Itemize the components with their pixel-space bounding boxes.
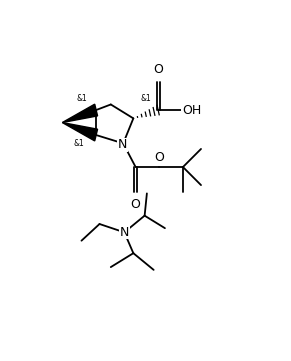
Text: &1: &1	[140, 94, 151, 103]
Text: O: O	[131, 198, 141, 211]
Text: &1: &1	[74, 139, 85, 148]
Polygon shape	[62, 104, 97, 122]
Polygon shape	[62, 122, 97, 141]
Text: O: O	[154, 151, 164, 164]
Text: O: O	[153, 63, 163, 76]
Text: OH: OH	[182, 104, 201, 117]
Text: N: N	[118, 138, 127, 151]
Text: &1: &1	[76, 95, 87, 103]
Text: N: N	[120, 226, 129, 239]
